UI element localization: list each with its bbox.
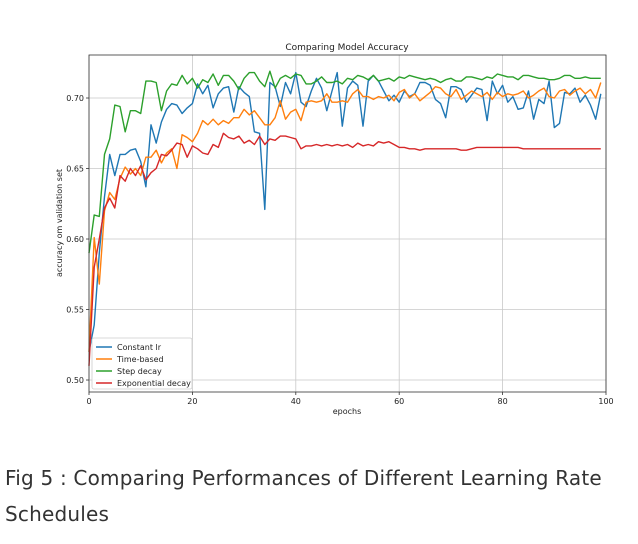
axes-frame (88, 54, 607, 393)
series-lines (88, 70, 602, 366)
legend-label: Time-based (116, 355, 164, 364)
x-tick-label: 20 (187, 397, 197, 406)
y-tick-label: 0.55 (66, 306, 84, 315)
x-tick-label: 100 (598, 397, 613, 406)
x-tick-label: 0 (86, 397, 91, 406)
y-axis-label: accuracy om validation set (55, 169, 64, 277)
x-tick-label: 60 (394, 397, 404, 406)
legend: Constant lr Time-based Step decay Exponenti… (91, 337, 193, 390)
accuracy-chart: Comparing Model Accuracy 0 20 40 60 80 100 0.5… (55, 43, 614, 416)
series-line-constant-lr (88, 71, 602, 352)
series-line-exponential-decay (88, 132, 601, 366)
y-tick-label: 0.65 (66, 165, 84, 174)
legend-box (91, 337, 193, 390)
y-tick-label: 0.50 (66, 376, 84, 385)
chart-title: Comparing Model Accuracy (285, 43, 409, 53)
figure-caption: Fig 5 : Comparing Performances of Differ… (5, 466, 602, 526)
legend-label: Constant lr (117, 343, 162, 352)
series-line-step-decay (88, 70, 601, 254)
legend-label: Exponential decay (117, 379, 191, 388)
legend-label: Step decay (117, 367, 162, 376)
x-tick-label: 80 (498, 397, 508, 406)
y-tick-label: 0.60 (66, 235, 84, 244)
x-axis-label: epochs (333, 407, 362, 416)
y-tick-label: 0.70 (66, 94, 84, 103)
series-line-time-based (88, 82, 602, 352)
x-tick-label: 40 (291, 397, 301, 406)
ticks: 0 20 40 60 80 100 0.50 0.55 0.60 0.65 0.70 (66, 94, 613, 406)
